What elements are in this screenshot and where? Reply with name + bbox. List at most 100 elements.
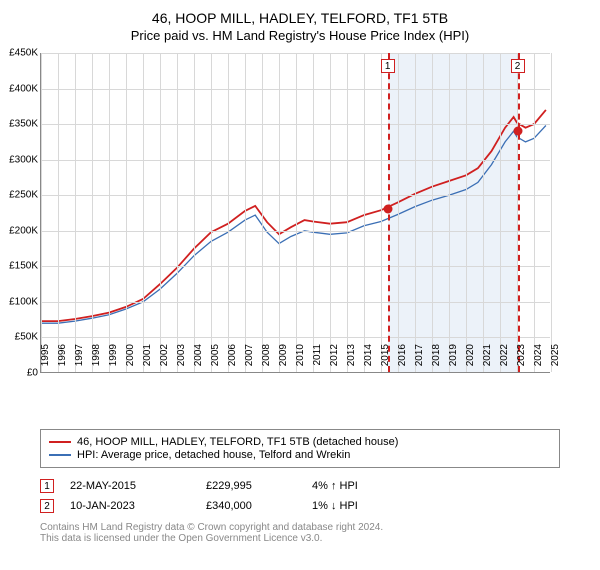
gridline-vertical xyxy=(75,53,76,372)
y-tick-label: £400K xyxy=(9,83,38,94)
y-tick-label: £0 xyxy=(27,368,38,379)
y-tick-label: £150K xyxy=(9,261,38,272)
legend-label: HPI: Average price, detached house, Telf… xyxy=(77,449,350,461)
x-tick-label: 2021 xyxy=(482,344,493,366)
transaction-dot xyxy=(383,205,392,214)
gridline-vertical xyxy=(126,53,127,372)
transaction-marker-box: 1 xyxy=(381,59,395,73)
gridline-vertical xyxy=(109,53,110,372)
gridline-vertical xyxy=(177,53,178,372)
y-tick-label: £50K xyxy=(15,332,38,343)
gridline-vertical xyxy=(211,53,212,372)
x-tick-label: 2017 xyxy=(414,344,425,366)
x-tick-label: 2025 xyxy=(550,344,561,366)
x-tick-label: 1999 xyxy=(108,344,119,366)
x-tick-label: 1996 xyxy=(57,344,68,366)
transaction-number-box: 2 xyxy=(40,499,54,513)
data-notes: Contains HM Land Registry data © Crown c… xyxy=(40,522,560,544)
x-tick-label: 2016 xyxy=(397,344,408,366)
x-tick-label: 1998 xyxy=(91,344,102,366)
legend-item: HPI: Average price, detached house, Telf… xyxy=(49,449,551,461)
y-axis: £0£50K£100K£150K£200K£250K£300K£350K£400… xyxy=(0,53,40,373)
transaction-date: 10-JAN-2023 xyxy=(70,500,190,512)
legend-item: 46, HOOP MILL, HADLEY, TELFORD, TF1 5TB … xyxy=(49,436,551,448)
x-tick-label: 2010 xyxy=(295,344,306,366)
gridline-vertical xyxy=(381,53,382,372)
x-tick-label: 2003 xyxy=(176,344,187,366)
y-tick-label: £300K xyxy=(9,154,38,165)
x-tick-label: 2018 xyxy=(431,344,442,366)
transaction-row: 210-JAN-2023£340,0001% ↓ HPI xyxy=(40,496,560,516)
gridline-vertical xyxy=(92,53,93,372)
x-tick-label: 2009 xyxy=(278,344,289,366)
gridline-vertical xyxy=(398,53,399,372)
gridline-vertical xyxy=(500,53,501,372)
chart-subtitle: Price paid vs. HM Land Registry's House … xyxy=(0,28,600,43)
x-tick-label: 2005 xyxy=(210,344,221,366)
note-line: This data is licensed under the Open Gov… xyxy=(40,533,560,544)
x-tick-label: 2014 xyxy=(363,344,374,366)
series-line xyxy=(41,110,546,321)
x-tick-label: 2008 xyxy=(261,344,272,366)
gridline-vertical xyxy=(58,53,59,372)
x-tick-label: 2006 xyxy=(227,344,238,366)
legend-label: 46, HOOP MILL, HADLEY, TELFORD, TF1 5TB … xyxy=(77,436,398,448)
gridline-vertical xyxy=(313,53,314,372)
x-tick-label: 2020 xyxy=(465,344,476,366)
gridline-vertical xyxy=(551,53,552,372)
x-tick-label: 2007 xyxy=(244,344,255,366)
gridline-vertical xyxy=(160,53,161,372)
gridline-vertical xyxy=(245,53,246,372)
x-tick-label: 2015 xyxy=(380,344,391,366)
transaction-number-box: 1 xyxy=(40,479,54,493)
x-tick-label: 2022 xyxy=(499,344,510,366)
gridline-vertical xyxy=(364,53,365,372)
plot-area: 12 xyxy=(40,53,550,373)
gridline-vertical xyxy=(347,53,348,372)
gridline-vertical xyxy=(466,53,467,372)
y-tick-label: £200K xyxy=(9,225,38,236)
x-tick-label: 2004 xyxy=(193,344,204,366)
legend-swatch xyxy=(49,441,71,443)
y-tick-label: £350K xyxy=(9,119,38,130)
gridline-vertical xyxy=(279,53,280,372)
x-tick-label: 2023 xyxy=(516,344,527,366)
note-line: Contains HM Land Registry data © Crown c… xyxy=(40,522,560,533)
gridline-vertical xyxy=(262,53,263,372)
series-line xyxy=(41,126,546,324)
x-tick-label: 2002 xyxy=(159,344,170,366)
transaction-marker-line xyxy=(518,53,520,372)
gridline-vertical xyxy=(415,53,416,372)
x-tick-label: 2012 xyxy=(329,344,340,366)
legend-swatch xyxy=(49,454,71,456)
x-tick-label: 1997 xyxy=(74,344,85,366)
x-tick-label: 1995 xyxy=(40,344,51,366)
gridline-vertical xyxy=(228,53,229,372)
gridline-vertical xyxy=(534,53,535,372)
gridline-vertical xyxy=(41,53,42,372)
gridline-vertical xyxy=(330,53,331,372)
chart-title: 46, HOOP MILL, HADLEY, TELFORD, TF1 5TB xyxy=(0,10,600,26)
y-tick-label: £100K xyxy=(9,296,38,307)
gridline-vertical xyxy=(194,53,195,372)
transaction-date: 22-MAY-2015 xyxy=(70,480,190,492)
gridline-vertical xyxy=(449,53,450,372)
gridline-vertical xyxy=(296,53,297,372)
x-tick-label: 2024 xyxy=(533,344,544,366)
transaction-price: £229,995 xyxy=(206,480,296,492)
y-tick-label: £450K xyxy=(9,48,38,59)
transaction-diff: 4% ↑ HPI xyxy=(312,480,422,492)
x-tick-label: 2019 xyxy=(448,344,459,366)
transaction-row: 1 22-MAY-2015 £229,995 4% ↑ HPI xyxy=(40,476,560,496)
transaction-dot xyxy=(513,127,522,136)
gridline-vertical xyxy=(483,53,484,372)
y-tick-label: £250K xyxy=(9,190,38,201)
x-tick-label: 2000 xyxy=(125,344,136,366)
x-axis: 1995 1996 1997 1998 1999 2000 2001 2002 2003 2004… xyxy=(40,340,550,380)
transaction-price: £340,000 xyxy=(206,500,296,512)
transactions-table: 1 22-MAY-2015 £229,995 4% ↑ HPI 2 10-JAN-2023… xyxy=(40,476,560,516)
transaction-marker-box: 2 xyxy=(511,59,525,73)
legend: 46, HOOP MILL, HADLEY, TELFORD, TF1 5TB … xyxy=(40,429,560,468)
x-tick-label: 2001 xyxy=(142,344,153,366)
x-tick-label: 2011 xyxy=(312,344,323,366)
